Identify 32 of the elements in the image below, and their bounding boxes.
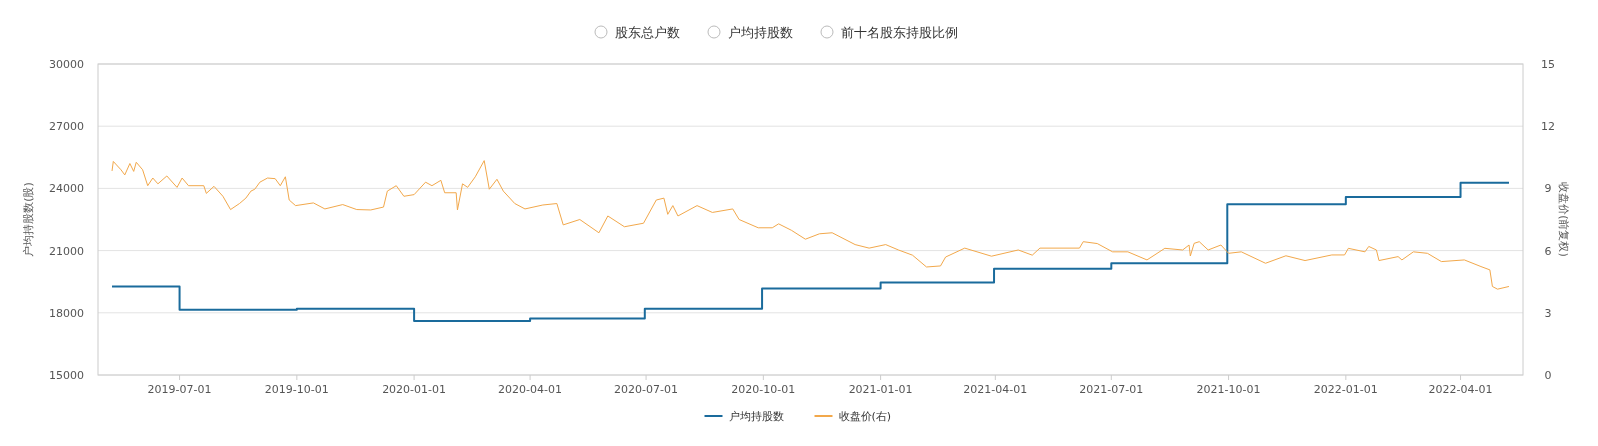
y-tick-label: 30000 [49,58,84,71]
x-tick-label: 2019-10-01 [264,383,329,396]
legend-label: 户均持股数 [728,410,784,423]
x-tick-label: 2021-01-01 [848,383,913,396]
radio-option: 前十名股东持股比例 [820,25,958,40]
y2-tick-label: 15 [1541,58,1555,71]
line-series [111,160,1510,290]
y-tick-label: 21000 [49,244,84,258]
radio-option: 户均持股数 [707,25,793,40]
x-tick-label: 2020-10-01 [731,383,796,396]
x-tick-label: 2022-04-01 [1428,383,1493,396]
x-tick-label: 2020-04-01 [498,383,563,396]
y2-tick-label: 6 [1544,244,1552,258]
y2-tick-label: 9 [1544,182,1552,196]
y-tick-label: 27000 [49,120,84,134]
y-tick-label: 24000 [49,182,84,196]
x-tick-label: 2020-01-01 [382,383,447,396]
x-tick-label: 2020-07-01 [614,383,679,396]
x-tick-label: 2021-10-01 [1196,383,1261,396]
legend-label: 收盘价(右) [838,410,892,423]
y-tick-label: 18000 [49,306,84,320]
y-tick-label: 15000 [49,369,84,382]
x-tick-label: 2021-04-01 [963,383,1028,396]
x-tick-label: 2022-01-01 [1313,383,1378,396]
y2-tick-label: 0 [1544,369,1552,382]
y2-axis-title: 收盘价(前复权) [1557,182,1570,257]
y2-tick-label: 3 [1544,306,1552,320]
x-tick-label: 2021-07-01 [1079,383,1144,396]
y2-tick-label: 12 [1541,120,1555,134]
x-tick-label: 2019-07-01 [147,383,212,396]
y-axis-title: 户均持股数(股) [22,182,35,257]
radio-option: 股东总户数 [594,25,680,40]
